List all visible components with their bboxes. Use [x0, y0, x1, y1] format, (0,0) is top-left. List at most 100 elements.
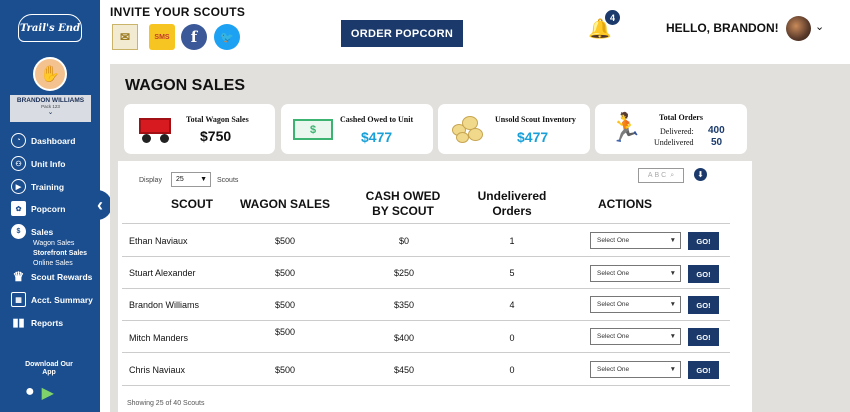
- download-icon[interactable]: ⬇: [694, 168, 707, 181]
- scout-name[interactable]: Ethan Naviaux: [129, 236, 188, 246]
- wagon-sales-value: $500: [274, 236, 296, 246]
- cash-owed-value: $0: [398, 236, 409, 246]
- sidebar-item-training[interactable]: ▶ Training: [11, 179, 64, 194]
- bar-chart-icon: ▮▮: [12, 317, 25, 329]
- go-button[interactable]: GO!: [688, 232, 719, 250]
- delivered-label: Delivered:: [660, 127, 694, 136]
- email-icon[interactable]: ✉: [112, 24, 138, 50]
- column-header-cash-owed[interactable]: CASH OWED BY SCOUT: [350, 189, 456, 219]
- delivered-value: 400: [708, 125, 725, 136]
- user-avatar[interactable]: [786, 16, 811, 41]
- sidebar-item-reports[interactable]: ▮▮ Reports: [11, 315, 63, 330]
- cash-owed-card: $ Cashed Owed to Unit $477: [281, 104, 433, 154]
- sidebar-item-popcorn[interactable]: ✿ Popcorn: [11, 201, 65, 216]
- sms-icon[interactable]: SMS: [149, 24, 175, 50]
- collapse-sidebar-button[interactable]: ‹: [88, 190, 112, 220]
- logo-text: Trail's End: [19, 22, 81, 34]
- subnav-online-sales[interactable]: Online Sales: [33, 260, 73, 267]
- twitter-icon[interactable]: 🐦: [214, 24, 240, 50]
- divider: [122, 385, 730, 386]
- go-button[interactable]: GO!: [688, 265, 719, 283]
- action-select[interactable]: Select One ▼: [590, 232, 681, 249]
- display-label: Display: [139, 177, 162, 184]
- apple-icon[interactable]: ●: [25, 383, 35, 400]
- user-switcher[interactable]: BRANDON WILLIAMS Pack 123 ⌄: [10, 95, 91, 122]
- sidebar-item-dashboard[interactable]: ◔ Dashboard: [11, 133, 75, 148]
- action-select[interactable]: Select One ▼: [590, 296, 681, 313]
- card-label: Cashed Owed to Unit: [340, 115, 414, 124]
- wagon-sales-value: $500: [274, 268, 296, 278]
- delivery-person-icon: 🏃: [608, 112, 643, 143]
- scout-name[interactable]: Stuart Alexander: [129, 268, 196, 278]
- order-popcorn-button[interactable]: ORDER POPCORN: [341, 20, 463, 47]
- undelivered-value: 4: [509, 300, 515, 310]
- total-orders-card: 🏃 Total Orders Delivered: 400 Undelivere…: [595, 104, 747, 154]
- select-placeholder: Select One: [597, 333, 630, 340]
- download-app-label: Download Our App: [25, 361, 73, 376]
- calculator-icon: ▦: [11, 292, 26, 307]
- trails-end-logo[interactable]: Trail's End: [18, 14, 82, 42]
- column-header-scout[interactable]: SCOUT: [171, 197, 213, 211]
- bell-icon[interactable]: 🔔: [588, 19, 612, 40]
- sidebar-item-scout-rewards[interactable]: ♛ Scout Rewards: [11, 268, 93, 284]
- page-size-select[interactable]: 25 ▼: [171, 172, 211, 187]
- google-play-icon[interactable]: ▶: [41, 385, 54, 402]
- card-value: $750: [200, 128, 232, 144]
- sidebar-item-label: Sales: [31, 226, 54, 237]
- users-icon: ⚇: [11, 156, 26, 171]
- scout-name[interactable]: Chris Naviaux: [129, 365, 186, 375]
- page-size-value: 25: [176, 176, 184, 183]
- app-store-links: ● ▶: [25, 383, 54, 403]
- sidebar-item-unit-info[interactable]: ⚇ Unit Info: [11, 156, 65, 171]
- card-value: $477: [361, 129, 393, 145]
- chevron-down-icon: ▼: [669, 301, 676, 308]
- wagon-sales-value: $500: [274, 365, 296, 375]
- card-label: Total Orders: [659, 113, 703, 122]
- action-select[interactable]: Select One ▼: [590, 328, 681, 345]
- card-value: $477: [517, 129, 549, 145]
- wagon-sales-value: $500: [274, 300, 296, 310]
- header-line: Undelivered: [477, 189, 547, 203]
- search-icon: ⌕: [670, 171, 675, 179]
- sidebar-item-sales[interactable]: $ Sales: [11, 224, 53, 239]
- chevron-down-icon: ▼: [200, 176, 207, 183]
- divider: [122, 223, 730, 224]
- column-header-undelivered[interactable]: Undelivered Orders: [464, 189, 560, 219]
- subnav-storefront-sales[interactable]: Storefront Sales: [33, 250, 88, 257]
- search-placeholder: ABC: [647, 172, 669, 179]
- gauge-icon: ◔: [11, 133, 26, 148]
- sidebar-item-label: Dashboard: [31, 135, 76, 146]
- scout-name[interactable]: Mitch Manders: [129, 333, 189, 343]
- total-wagon-sales-card: Total Wagon Sales $750: [124, 104, 275, 154]
- subnav-wagon-sales[interactable]: Wagon Sales: [33, 240, 75, 247]
- action-select[interactable]: Select One ▼: [590, 361, 681, 378]
- go-button[interactable]: GO!: [688, 361, 719, 379]
- column-header-actions: ACTIONS: [598, 197, 652, 211]
- scout-name[interactable]: Brandon Williams: [129, 300, 200, 310]
- action-select[interactable]: Select One ▼: [590, 265, 681, 282]
- chevron-down-icon: ▼: [669, 366, 676, 373]
- divider: [122, 288, 730, 289]
- column-header-wagon-sales[interactable]: WAGON SALES: [239, 197, 330, 211]
- cash-owed-value: $400: [393, 333, 415, 343]
- go-button[interactable]: GO!: [688, 328, 719, 346]
- sidebar-item-acct-summary[interactable]: ▦ Acct. Summary: [11, 292, 93, 307]
- chevron-down-icon[interactable]: ⌄: [815, 21, 825, 33]
- select-placeholder: Select One: [597, 270, 630, 277]
- play-icon: ▶: [11, 179, 26, 194]
- cash-icon: $: [293, 119, 333, 140]
- unsold-inventory-card: Unsold Scout Inventory $477: [438, 104, 590, 154]
- sales-subnav: Wagon Sales Storefront Sales Online Sale…: [33, 239, 87, 269]
- undelivered-value: 0: [509, 333, 515, 343]
- sidebar-item-label: Acct. Summary: [31, 294, 93, 305]
- undelivered-value: 0: [509, 365, 515, 375]
- trophy-icon: ♛: [12, 268, 25, 284]
- divider: [122, 256, 730, 257]
- sidebar-item-label: Training: [31, 181, 65, 192]
- search-input[interactable]: ABC ⌕: [638, 168, 684, 183]
- dollar-icon: $: [11, 224, 26, 239]
- go-button[interactable]: GO!: [688, 296, 719, 314]
- scouts-label: Scouts: [217, 177, 239, 184]
- facebook-icon[interactable]: f: [181, 24, 207, 50]
- chevron-down-icon: ▼: [669, 270, 676, 277]
